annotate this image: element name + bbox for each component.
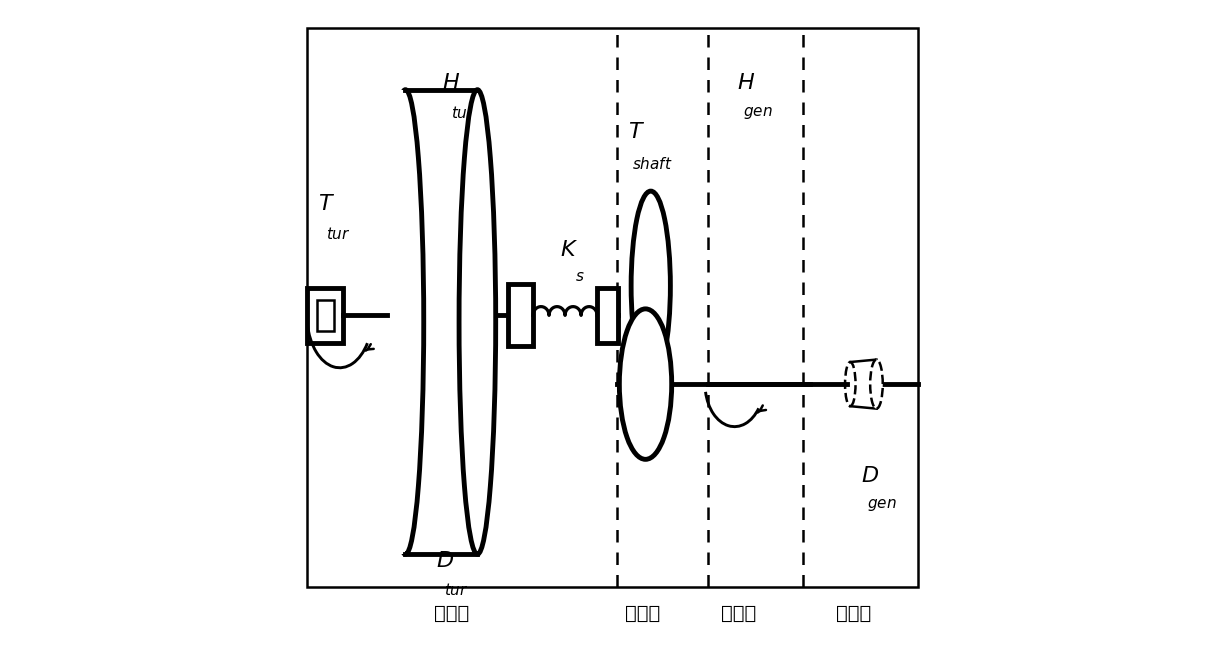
- Text: 发电机: 发电机: [837, 604, 871, 623]
- Ellipse shape: [388, 90, 423, 555]
- Ellipse shape: [619, 309, 671, 459]
- Text: 低速轴: 低速轴: [434, 604, 468, 623]
- Text: $\mathit{shaft}$: $\mathit{shaft}$: [632, 156, 673, 171]
- Text: $H$: $H$: [736, 72, 755, 94]
- Bar: [307, 288, 344, 343]
- Ellipse shape: [871, 359, 883, 409]
- Text: $\mathit{gen}$: $\mathit{gen}$: [742, 104, 772, 121]
- Text: $\mathit{s}$: $\mathit{s}$: [575, 271, 585, 284]
- Bar: [597, 288, 618, 343]
- Text: $D$: $D$: [861, 464, 879, 487]
- Ellipse shape: [459, 90, 495, 555]
- Text: $H$: $H$: [443, 72, 460, 94]
- Text: $D$: $D$: [435, 550, 454, 572]
- Bar: [307, 28, 917, 587]
- Text: $\mathit{gen}$: $\mathit{gen}$: [867, 497, 896, 513]
- Bar: [317, 300, 334, 330]
- Text: 齿轮箱: 齿轮箱: [625, 604, 660, 623]
- Ellipse shape: [631, 191, 670, 381]
- Text: $\mathit{tur}$: $\mathit{tur}$: [444, 582, 468, 598]
- Text: $K$: $K$: [560, 239, 578, 261]
- Bar: [384, 90, 405, 555]
- Bar: [508, 284, 533, 346]
- Text: 高速轴: 高速轴: [722, 604, 757, 623]
- Text: $T$: $T$: [318, 193, 335, 215]
- Text: $\mathit{tur}$: $\mathit{tur}$: [327, 225, 351, 242]
- Text: $T$: $T$: [627, 122, 645, 143]
- Text: $\mathit{tur}$: $\mathit{tur}$: [450, 104, 476, 121]
- Ellipse shape: [845, 362, 856, 406]
